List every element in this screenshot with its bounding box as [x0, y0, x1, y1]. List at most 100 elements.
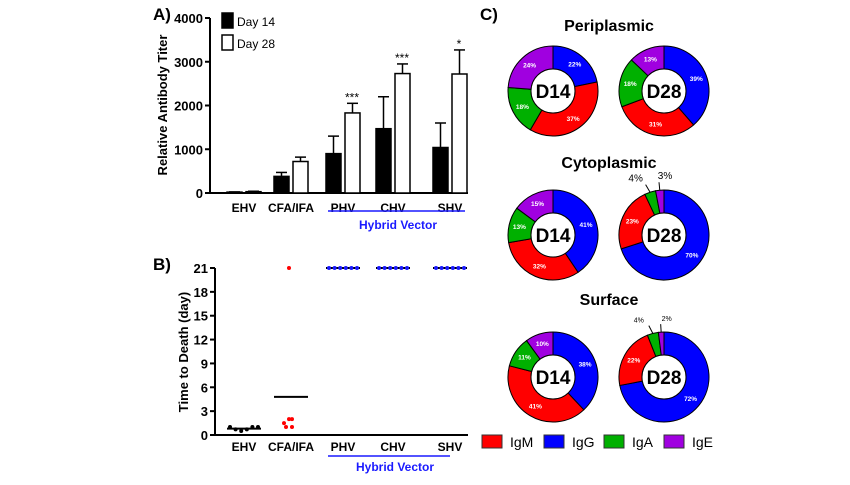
slice-label: 4%: [634, 318, 644, 325]
slice-label: 3%: [658, 171, 673, 182]
legend-label: IgG: [572, 434, 595, 450]
y-tick-label: 0: [196, 186, 203, 201]
x-tick-label: CHV: [380, 440, 405, 454]
data-point: [343, 266, 348, 270]
data-point: [250, 425, 255, 430]
leader-line: [660, 324, 662, 333]
legend-label: Day 14: [237, 15, 275, 29]
group-label: Hybrid Vector: [359, 218, 437, 232]
data-point: [228, 425, 232, 430]
slice-label: 37%: [567, 116, 580, 123]
x-tick-label: CHV: [380, 201, 405, 215]
donut-center-label: D28: [647, 82, 682, 103]
legend-swatch: [481, 434, 503, 449]
data-point: [287, 417, 291, 422]
bar: [325, 152, 342, 194]
data-point: [284, 425, 288, 430]
data-point: [393, 266, 398, 270]
data-point: [244, 427, 249, 432]
legend-swatch: [543, 434, 565, 449]
y-tick-label: 4000: [174, 11, 203, 26]
data-point: [233, 427, 238, 432]
legend-swatch: [221, 34, 234, 51]
legend-label: IgE: [692, 434, 713, 450]
y-tick-label: 21: [194, 261, 208, 276]
slice-label: 70%: [685, 252, 698, 259]
data-point: [282, 421, 286, 426]
section-title: Surface: [580, 292, 639, 309]
legend-label: IgA: [632, 434, 654, 450]
leader-line: [648, 325, 654, 334]
data-point: [405, 266, 409, 270]
bar: [375, 127, 392, 194]
legend-swatch: [221, 12, 234, 29]
slice-label: 22%: [627, 357, 640, 364]
data-point: [434, 266, 438, 270]
slice-label: 24%: [523, 63, 536, 70]
significance-marker: ***: [345, 90, 359, 104]
y-tick-label: 0: [201, 428, 208, 443]
y-axis-label: Relative Antibody Titer: [155, 35, 170, 176]
donut-hole: [641, 354, 687, 400]
data-point: [388, 266, 393, 270]
slice-label: 13%: [644, 56, 657, 63]
x-tick-label: EHV: [232, 440, 257, 454]
slice-label: 2%: [662, 316, 672, 323]
donut-center-label: D28: [647, 368, 682, 389]
slice-label: 31%: [649, 121, 662, 128]
slice-label: 39%: [690, 76, 703, 83]
data-point: [439, 266, 444, 270]
donut-center-label: D14: [536, 226, 571, 247]
data-point: [456, 266, 461, 270]
section-title: Periplasmic: [564, 18, 654, 35]
bar: [226, 191, 243, 194]
donut-hole: [530, 354, 576, 400]
data-point: [332, 266, 337, 270]
slice-label: 23%: [626, 218, 639, 225]
slice-label: 15%: [531, 201, 544, 208]
bar: [344, 112, 361, 194]
x-tick-label: EHV: [232, 201, 257, 215]
y-tick-label: 3: [201, 404, 208, 419]
slice-label: 32%: [533, 264, 546, 271]
legend-label: Day 28: [237, 37, 275, 51]
leader-line: [645, 184, 651, 193]
slice-label: 41%: [579, 222, 592, 229]
donut-center-label: D14: [536, 368, 571, 389]
donut-center-label: D28: [647, 226, 682, 247]
data-point: [399, 266, 404, 270]
slice-label: 13%: [513, 224, 526, 231]
data-point: [256, 425, 260, 430]
panel-label: C): [480, 5, 498, 24]
panel-label: A): [153, 5, 171, 24]
y-tick-label: 3000: [174, 55, 203, 70]
significance-marker: ***: [395, 51, 409, 65]
y-tick-label: 2000: [174, 99, 203, 114]
bar: [451, 73, 468, 194]
y-tick-label: 18: [194, 285, 208, 300]
bar: [273, 175, 290, 194]
slice-label: 18%: [516, 104, 529, 111]
data-point: [287, 266, 291, 270]
slice-label: 38%: [579, 361, 592, 368]
data-point: [450, 266, 455, 270]
group-label: Hybrid Vector: [356, 460, 434, 474]
data-point: [382, 266, 387, 270]
y-tick-label: 6: [201, 380, 208, 395]
bar: [292, 160, 309, 194]
x-tick-label: CFA/IFA: [268, 201, 314, 215]
data-point: [349, 266, 354, 270]
data-point: [290, 417, 294, 422]
data-point: [338, 266, 343, 270]
slice-label: 18%: [624, 81, 637, 88]
y-tick-label: 9: [201, 356, 208, 371]
y-tick-label: 12: [194, 333, 208, 348]
x-tick-label: CFA/IFA: [268, 440, 314, 454]
slice-label: 41%: [529, 404, 542, 411]
bar: [394, 72, 411, 194]
data-point: [445, 266, 450, 270]
y-tick-label: 15: [194, 309, 208, 324]
bar: [245, 190, 262, 194]
data-point: [327, 266, 331, 270]
